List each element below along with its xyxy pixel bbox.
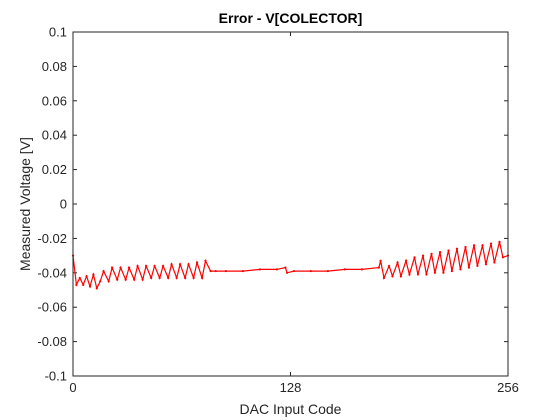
data-point	[450, 269, 454, 273]
data-point	[161, 264, 165, 268]
data-point	[286, 271, 289, 274]
data-point	[481, 244, 484, 247]
data-point	[416, 273, 420, 276]
y-tick-label: -0.06	[37, 300, 67, 315]
data-point	[292, 269, 295, 273]
data-point	[360, 268, 363, 271]
data-point	[391, 275, 394, 278]
data-point	[102, 269, 105, 273]
data-point	[167, 276, 170, 280]
data-point	[224, 269, 228, 273]
data-point	[489, 242, 493, 245]
y-tick-label: 0.02	[42, 162, 67, 177]
data-point	[133, 278, 136, 281]
data-point	[141, 278, 144, 281]
data-point	[170, 263, 173, 266]
data-point	[275, 268, 279, 271]
data-point	[459, 268, 462, 271]
data-point	[158, 276, 161, 280]
data-point	[116, 278, 119, 281]
y-tick-label: 0.08	[42, 59, 67, 74]
data-point	[258, 268, 262, 271]
data-point	[399, 275, 403, 278]
data-point	[438, 251, 442, 254]
data-point	[127, 266, 131, 269]
data-point	[178, 263, 182, 266]
y-tick-label: -0.08	[37, 334, 67, 349]
data-point	[476, 264, 479, 268]
data-point	[343, 268, 346, 271]
y-tick-label: -0.1	[45, 369, 67, 384]
y-tick-label: -0.04	[37, 265, 67, 280]
data-point	[442, 271, 445, 274]
y-tick-label: 0.1	[49, 25, 67, 40]
data-point	[110, 266, 114, 269]
data-point	[144, 264, 148, 268]
data-point	[214, 269, 217, 273]
data-point	[107, 280, 110, 283]
data-point	[498, 240, 501, 243]
data-point	[484, 263, 488, 266]
data-point	[99, 280, 102, 283]
data-point	[379, 259, 382, 262]
data-point	[396, 261, 399, 264]
data-point	[501, 256, 505, 259]
data-point	[430, 252, 433, 255]
data-point	[241, 269, 245, 273]
data-point	[464, 245, 467, 249]
chart-title: Error - V[COLECTOR]	[219, 10, 363, 26]
data-point	[377, 266, 380, 269]
y-tick-label: 0	[60, 197, 67, 212]
data-point	[88, 285, 92, 288]
x-axis-label: DAC Input Code	[240, 401, 342, 417]
x-tick-label: 256	[497, 380, 519, 395]
data-point	[78, 276, 81, 280]
data-point	[209, 269, 212, 273]
plot-area	[73, 32, 508, 376]
data-point	[201, 276, 204, 280]
data-point	[175, 276, 178, 280]
data-point	[387, 264, 391, 268]
y-tick-label: 0.04	[42, 128, 67, 143]
data-point	[119, 266, 122, 269]
data-point	[408, 273, 411, 276]
y-tick-label: 0.06	[42, 93, 67, 108]
data-point	[433, 271, 437, 274]
data-point	[326, 269, 329, 273]
data-point	[404, 259, 408, 262]
data-point	[85, 275, 88, 278]
data-point	[382, 276, 386, 280]
x-tick-label: 128	[280, 380, 302, 395]
y-tick-label: -0.02	[37, 231, 67, 246]
data-point	[75, 283, 78, 286]
data-point	[493, 261, 496, 264]
data-point	[447, 249, 450, 252]
plot-frame	[72, 31, 509, 377]
data-point	[184, 276, 187, 280]
data-point	[82, 283, 85, 286]
data-point	[195, 261, 199, 264]
data-point	[284, 266, 287, 269]
data-point	[136, 264, 139, 268]
data-point	[204, 259, 207, 262]
data-point	[124, 278, 127, 281]
data-point	[192, 276, 195, 280]
data-point	[425, 273, 428, 276]
data-point	[455, 247, 459, 250]
data-point	[309, 269, 312, 273]
data-point	[150, 276, 153, 280]
y-axis-label: Measured Voltage [V]	[17, 137, 33, 271]
x-tick-label: 0	[69, 380, 76, 395]
data-point	[95, 287, 98, 290]
data-point	[472, 244, 476, 247]
data-point	[467, 266, 471, 269]
data-point	[92, 273, 95, 276]
data-point	[413, 256, 416, 259]
data-point	[187, 263, 190, 266]
data-point	[153, 264, 156, 268]
data-point	[421, 254, 425, 257]
